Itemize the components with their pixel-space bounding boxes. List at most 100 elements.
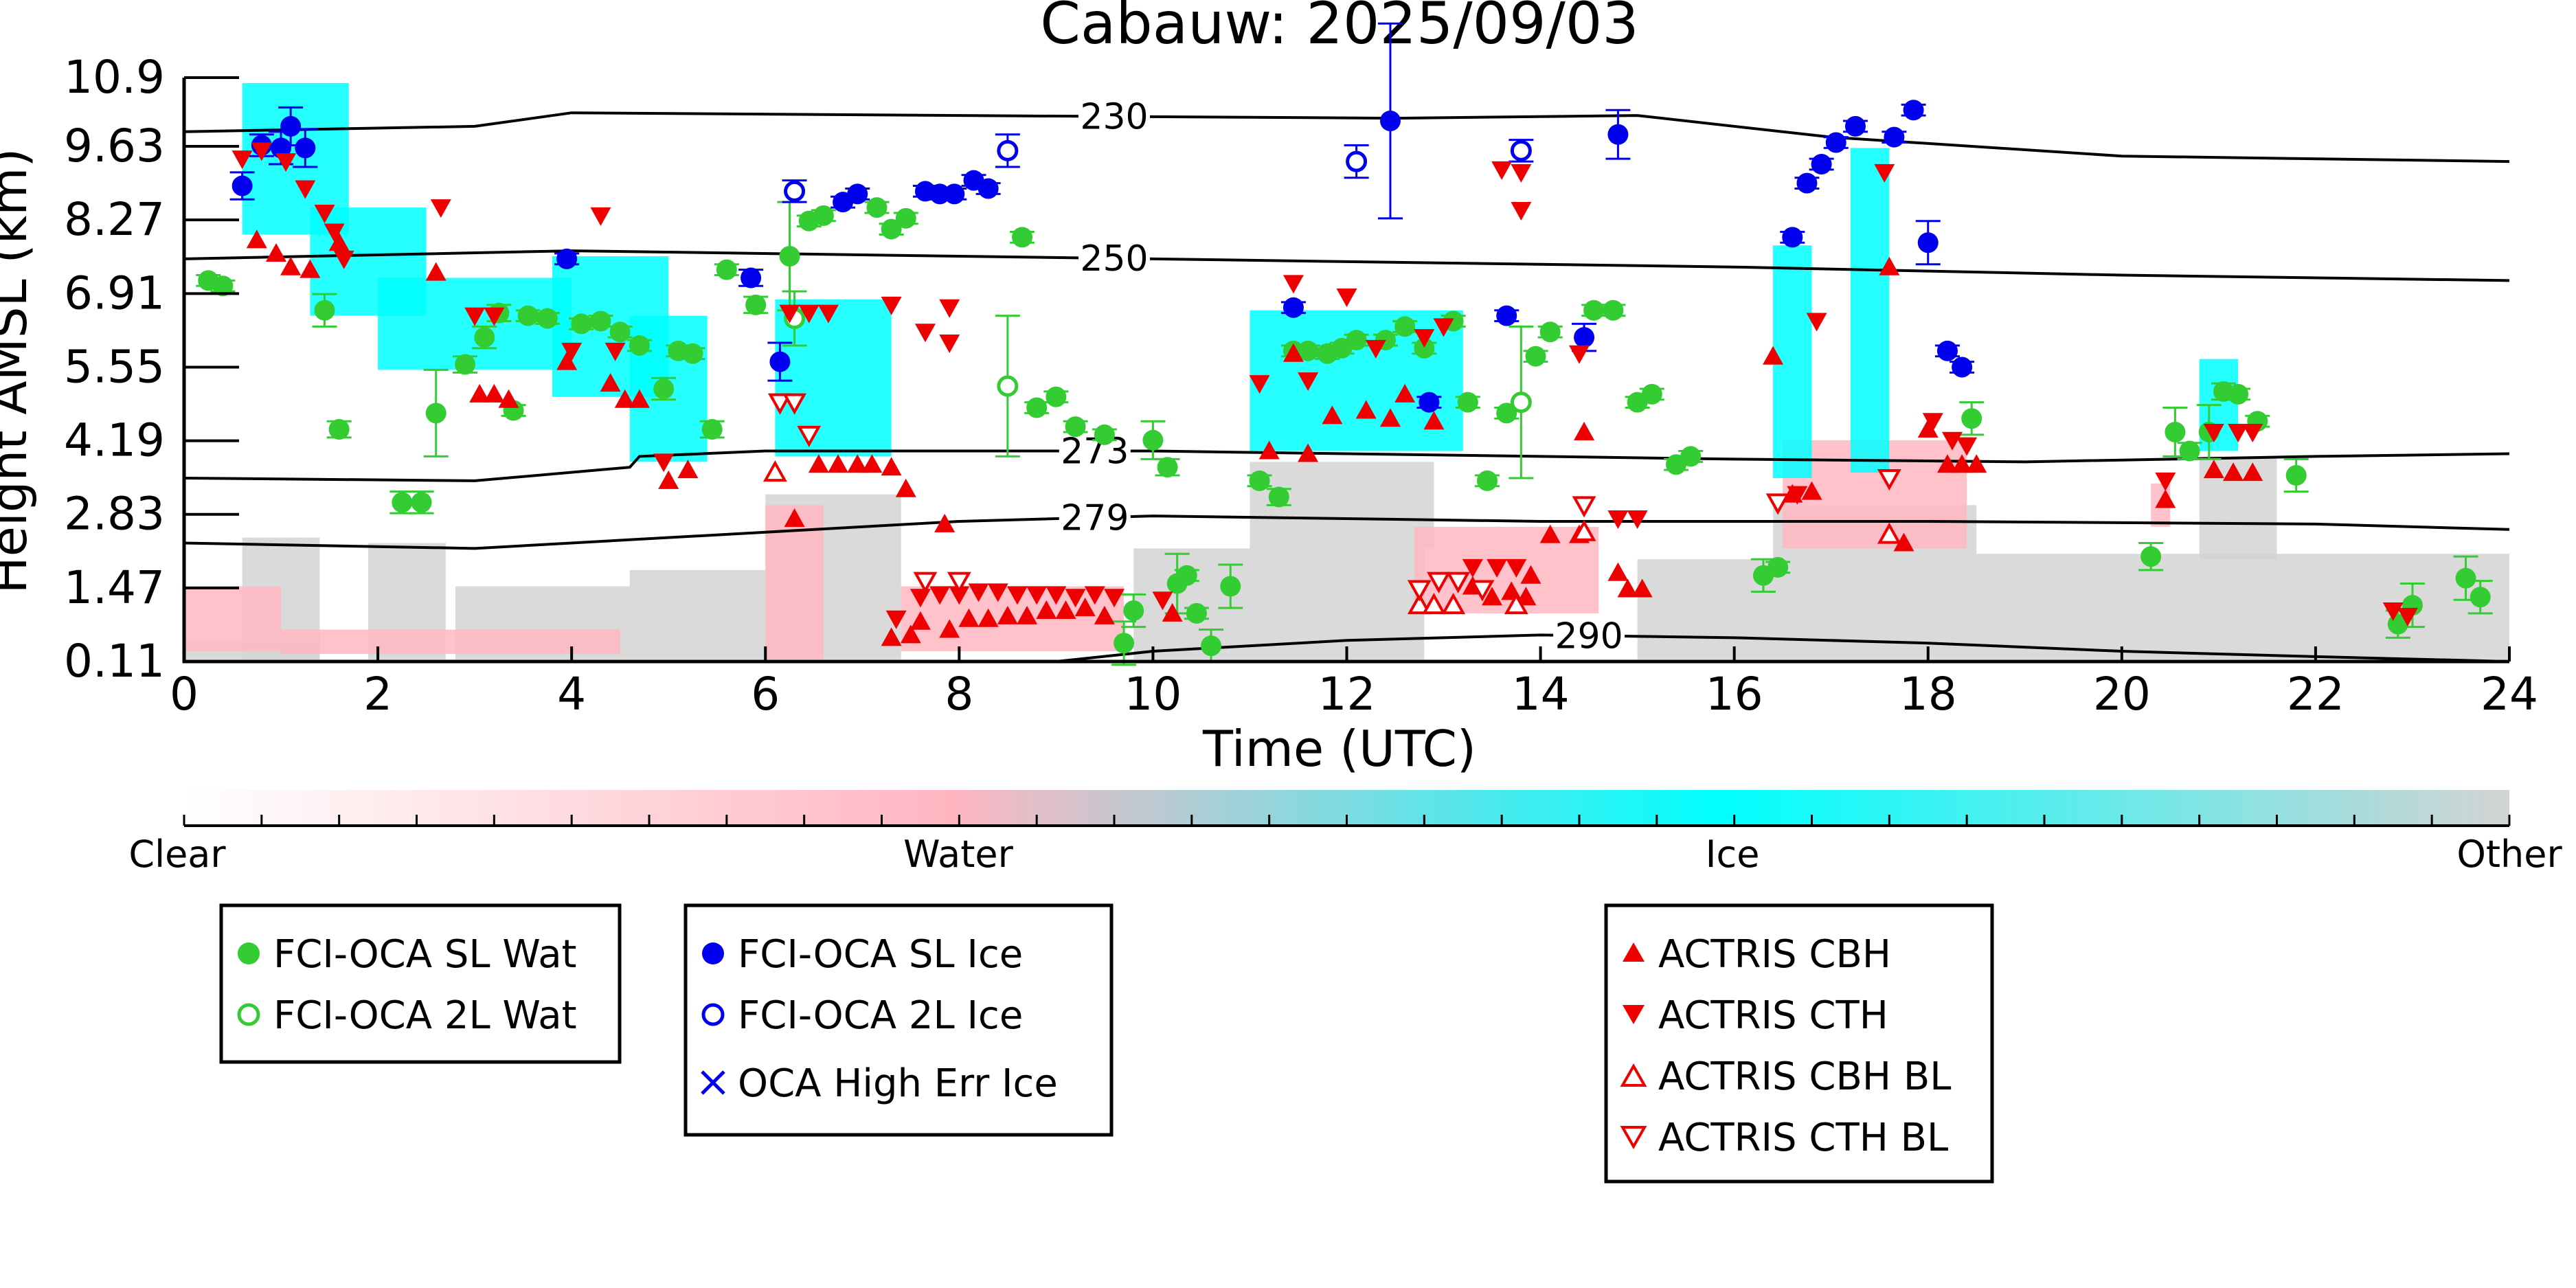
actris-cbh-marker [1539,524,1561,543]
actris-cth-point [1365,339,1386,359]
fci-oca-sl-wat-point [1678,446,1704,467]
legend-marker-sl-ice [702,942,724,964]
actris-cbh-marker [1966,454,1987,473]
fci-oca-sl-wat-marker [1220,576,1241,597]
fci-oca-sl-wat-point [1247,470,1272,491]
actris-cbh-point [556,351,578,370]
actris-cbh-point [895,478,916,497]
actris-cbh-marker [2223,462,2244,482]
actris-cbh-marker [1879,256,1900,275]
actris-cbh-marker [1379,408,1401,427]
actris-cbh-marker [1423,411,1445,430]
actris-cth-marker [1874,163,1895,183]
actris-cbh-marker [861,454,883,473]
actris-cth-point [1298,372,1319,392]
fci-oca-sl-wat-marker [1249,470,1270,491]
actris-cth-point [484,307,505,326]
fci-oca-sl-wat-marker [1046,386,1067,407]
actris-cth-point [2155,472,2176,491]
actris-cth-bl-point [1427,572,1451,594]
y-tick-label: 4.19 [64,414,165,467]
actris-cbh-point [1074,598,1096,617]
actris-cth-marker [464,307,486,326]
fci-oca-sl-wat-marker [1457,392,1478,413]
fci-oca-sl-ice-marker [231,175,253,196]
actris-cth-point [430,199,451,218]
actris-cth-marker [324,223,345,242]
fci-oca-sl-wat-point [2162,407,2188,457]
actris-cth-marker [2397,607,2418,626]
fci-oca-sl-wat-marker [425,403,447,424]
fci-oca-sl-wat-marker [2455,567,2476,589]
fci-oca-sl-ice-point [229,171,255,201]
fci-oca-sl-ice-point [1605,109,1631,160]
actris-cth-marker [1956,437,1978,456]
actris-cth-marker [1569,345,1590,364]
y-tick-label: 0.11 [64,635,165,688]
actris-cth-point [1283,275,1304,294]
actris-cbh-marker [828,454,849,473]
actris-cbh-marker [614,389,635,408]
actris-cth-marker [2228,423,2249,442]
fci-oca-sl-wat-marker [212,275,234,297]
actris-cth-bl-marker [1407,580,1432,602]
fci-oca-sl-ice-point [293,128,318,168]
fci-oca-sl-wat-point [1765,556,1791,578]
actris-cth-marker [1365,339,1386,359]
y-tick-label: 2.83 [64,488,165,541]
fci-oca-sl-wat-point [811,205,836,226]
actris-cbh-bl-marker [762,460,787,482]
actris-cth-point [295,180,316,199]
fci-oca-2l-ice-point [1509,139,1534,163]
fci-oca-sl-wat-marker [1123,600,1144,621]
actris-cth-point [885,610,907,629]
actris-cbh-marker [484,383,505,403]
isotherm-label-290: 290 [1555,615,1623,657]
x-tick-label: 22 [2287,668,2345,721]
actris-cth-bl-point [1572,496,1596,518]
actris-cth-marker [653,453,675,473]
fci-oca-sl-ice-marker [1811,154,1832,175]
actris-cth-marker [949,586,970,605]
fci-oca-sl-wat-marker [813,205,834,226]
actris-cbh-marker [658,470,679,489]
fci-oca-sl-wat-point [1111,620,1137,666]
fci-oca-sl-ice-point [1842,115,1868,137]
actris-cbh-point [484,383,505,403]
legend-label-cth-bl: ACTRIS CTH BL [1658,1116,1948,1160]
fci-oca-sl-wat-point [1959,401,1985,436]
actris-cbh-point [1017,605,1038,624]
actris-cth-marker [1942,431,1963,451]
actris-cbh-marker [1520,565,1541,584]
actris-cbh-marker [784,508,805,528]
actris-cth-bl-marker [782,393,806,415]
actris-cth-point [1874,163,1895,183]
actris-cbh-bl-marker [1504,592,1528,615]
actris-cth-point [779,304,800,324]
actris-cth-marker [2382,602,2404,621]
fci-oca-sl-ice-point [1915,220,1941,266]
actris-cth-point [1065,589,1086,608]
fci-oca-sl-wat-point [1024,397,1050,418]
fci-oca-sl-ice-point [975,178,1001,199]
fci-oca-sl-wat-point [893,207,918,229]
fci-oca-sl-ice-point [1794,172,1820,194]
fci-oca-sl-wat-point [534,308,560,329]
actris-cbh-marker [895,478,916,497]
actris-cbh-bl-point [762,460,787,482]
fci-oca-sl-wat-point [743,294,769,315]
actris-cbh-marker [1936,454,1958,473]
fci-oca-sl-ice-marker [847,183,868,205]
fci-oca-sl-wat-marker [1201,635,1222,657]
actris-cth-point [1433,318,1454,337]
fci-oca-sl-wat-point [2226,383,2251,405]
fci-oca-sl-ice-marker [769,351,791,372]
actris-cth-bl-marker [1572,496,1596,518]
fci-oca-sl-wat-marker [1394,316,1416,337]
fci-oca-sl-wat-marker [1680,446,1702,467]
fci-oca-sl-ice-marker [944,183,965,205]
isotherm-label-bg [1059,433,1131,469]
actris-cbh-point [1036,600,1057,619]
fci-oca-sl-ice-point [738,267,764,289]
actris-cbh-marker [1094,605,1115,624]
